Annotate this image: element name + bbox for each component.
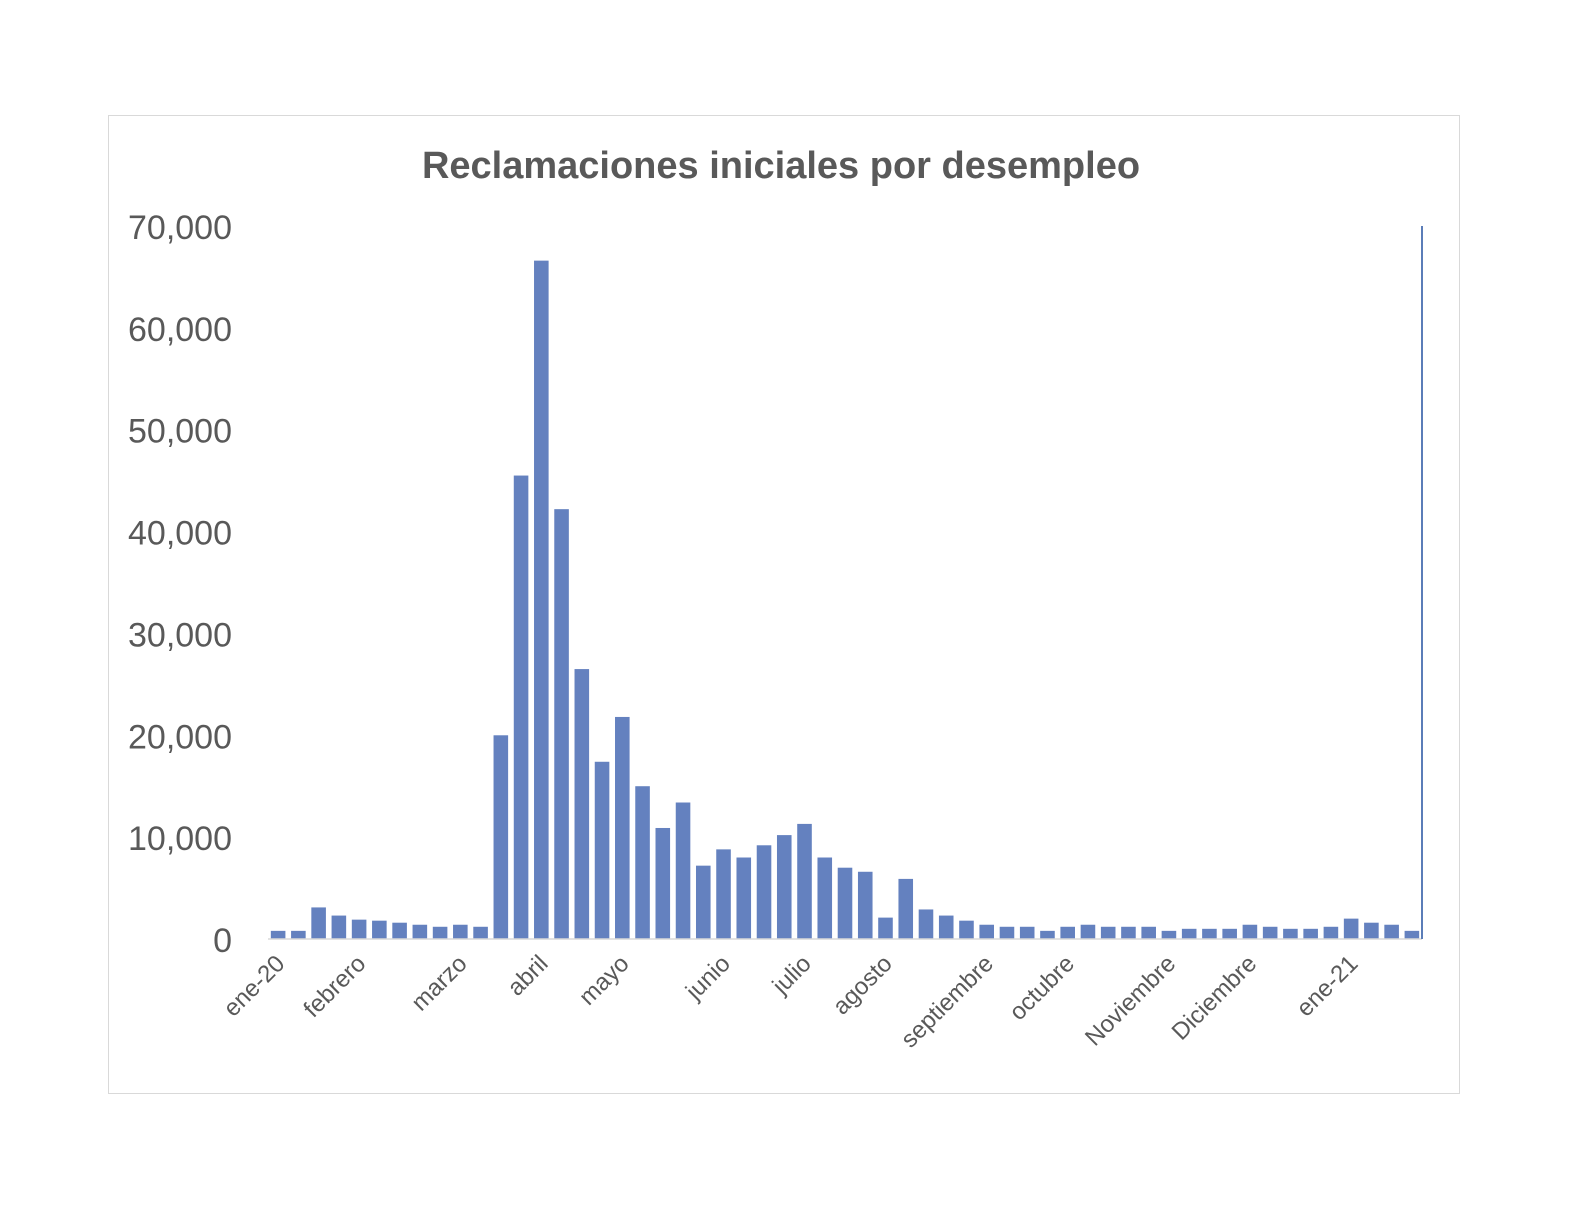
bar-20 (675, 802, 691, 939)
bars-layer (270, 260, 1420, 939)
x-tick-label: abril (502, 950, 553, 1001)
bar-2 (311, 907, 326, 939)
bar-32 (918, 909, 934, 939)
bar-26 (797, 823, 812, 939)
bar-50 (1283, 928, 1298, 939)
bar-0 (270, 930, 286, 939)
bar-33 (938, 915, 954, 939)
bar-1 (291, 930, 306, 939)
x-tick-label: marzo (406, 950, 472, 1016)
bar-38 (1040, 930, 1055, 939)
bar-14 (554, 509, 569, 939)
x-tick-label: Diciembre (1167, 950, 1262, 1045)
bar-49 (1262, 926, 1278, 939)
bar-29 (857, 871, 873, 939)
bar-4 (351, 919, 367, 939)
y-axis-ticks: 0 10,000 20,000 30,000 40,000 50,000 60,000 70,… (128, 209, 232, 960)
bar-35 (979, 924, 995, 939)
bar-10 (473, 926, 488, 939)
bar-41 (1100, 926, 1116, 939)
bar-40 (1080, 924, 1096, 939)
bar-54 (1364, 922, 1379, 939)
bar-7 (412, 924, 428, 939)
bar-22 (716, 849, 731, 939)
bar-17 (615, 716, 630, 939)
bar-56 (1404, 930, 1420, 939)
bar-45 (1181, 928, 1197, 939)
bar-43 (1141, 926, 1156, 939)
y-tick-label: 70,000 (128, 209, 232, 247)
bar-44 (1161, 930, 1177, 939)
bar-52 (1323, 926, 1339, 939)
y-tick-label: 40,000 (128, 515, 232, 553)
bar-16 (594, 761, 610, 939)
x-tick-label: mayo (574, 950, 635, 1011)
x-tick-label: junio (680, 950, 736, 1006)
bar-13 (534, 260, 549, 939)
bar-18 (635, 786, 650, 939)
bar-15 (574, 669, 590, 939)
chart-svg: Reclamaciones iniciales por desempleo 0 1… (128, 145, 1423, 1053)
bar-36 (999, 926, 1015, 939)
bar-30 (878, 917, 893, 939)
y-tick-label: 0 (213, 922, 232, 960)
bar-8 (432, 926, 448, 939)
y-tick-label: 30,000 (128, 616, 232, 654)
bar-11 (493, 735, 509, 939)
y-tick-label: 60,000 (128, 311, 232, 349)
bar-27 (817, 857, 833, 939)
bar-24 (756, 845, 772, 939)
bar-37 (1019, 926, 1035, 939)
x-tick-label: julio (767, 950, 817, 1000)
bar-12 (513, 475, 529, 939)
bar-28 (837, 867, 853, 939)
bar-42 (1121, 926, 1136, 939)
y-tick-label: 20,000 (128, 718, 232, 756)
chart-frame: Reclamaciones iniciales por desempleo 0 1… (108, 115, 1460, 1094)
bar-21 (695, 865, 711, 939)
x-tick-label: febrero (298, 950, 371, 1023)
x-tick-label: septiembre (896, 950, 999, 1053)
x-tick-label: ene-20 (218, 950, 290, 1022)
bar-34 (959, 920, 974, 939)
bar-48 (1242, 924, 1258, 939)
bar-5 (372, 920, 387, 939)
y-tick-label: 10,000 (128, 820, 232, 858)
bar-39 (1060, 926, 1075, 939)
bar-46 (1202, 928, 1217, 939)
bar-31 (898, 878, 914, 939)
bar-25 (776, 835, 792, 939)
y-tick-label: 50,000 (128, 413, 232, 451)
bar-47 (1222, 928, 1237, 939)
bar-51 (1303, 928, 1318, 939)
bar-19 (655, 827, 671, 939)
x-axis-ticks: ene-20 febrero marzo abril mayo junio julio ago… (218, 950, 1363, 1053)
bar-23 (736, 857, 752, 939)
x-tick-label: agosto (828, 950, 898, 1020)
x-tick-label: ene-21 (1291, 950, 1363, 1022)
bar-3 (331, 915, 347, 939)
bar-55 (1384, 924, 1399, 939)
chart-title: Reclamaciones iniciales por desempleo (422, 145, 1140, 187)
bar-6 (392, 922, 407, 939)
bar-9 (453, 924, 468, 939)
x-tick-label: octubre (1004, 950, 1080, 1026)
bar-53 (1343, 918, 1359, 939)
x-tick-label: Noviembre (1080, 950, 1181, 1051)
